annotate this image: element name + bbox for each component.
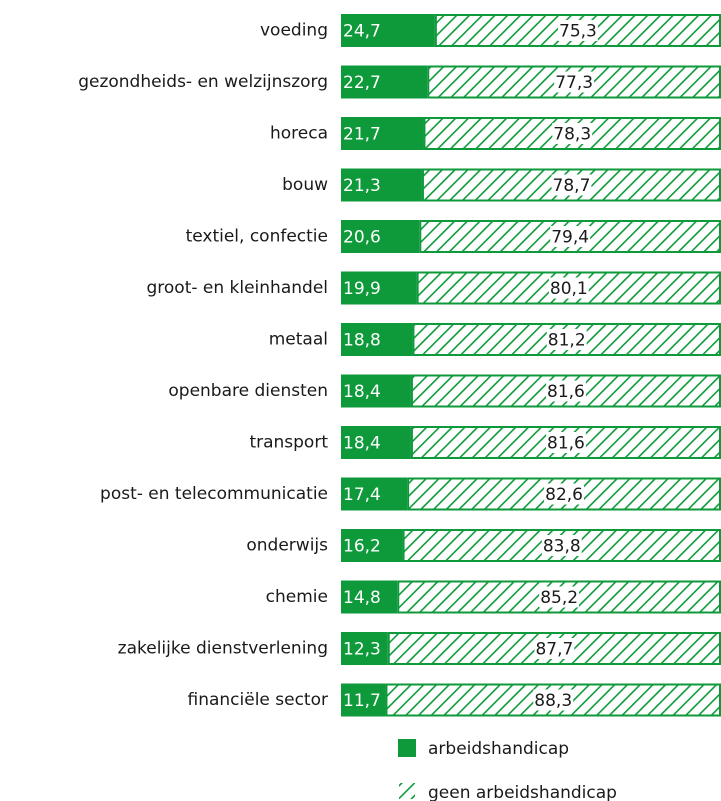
bar-segment <box>341 220 420 253</box>
value-label: 75,3 <box>559 22 597 42</box>
value-label: 78,3 <box>553 125 591 145</box>
label-background <box>533 689 574 711</box>
value-label: 24,7 <box>343 22 381 42</box>
value-label: 19,9 <box>343 279 381 299</box>
category-label: financiële sector <box>187 690 328 710</box>
category-label: gezondheids- en welzijnszorg <box>78 72 328 92</box>
value-label: 16,2 <box>343 537 381 557</box>
category-label: chemie <box>266 587 328 607</box>
value-label: 81,2 <box>548 331 586 351</box>
value-label: 77,3 <box>555 73 593 93</box>
value-label: 82,6 <box>545 485 583 505</box>
bar-segment <box>341 632 388 665</box>
bar-segment <box>341 271 417 305</box>
category-label: bouw <box>282 175 328 195</box>
value-label: 81,6 <box>547 434 585 454</box>
bar-segment <box>341 426 411 459</box>
value-label: 12,3 <box>343 640 381 660</box>
value-label: 22,7 <box>343 73 381 93</box>
label-background <box>550 226 591 247</box>
legend-swatch <box>399 783 415 799</box>
label-background <box>539 586 580 608</box>
bar-segment <box>341 323 413 356</box>
bar-segment <box>341 683 386 717</box>
label-background <box>548 277 589 299</box>
bar-segment <box>341 374 411 408</box>
value-label: 87,7 <box>535 640 573 660</box>
bar-segment <box>341 14 435 47</box>
category-label: textiel, confectie <box>186 227 328 247</box>
value-label: 88,3 <box>534 691 572 711</box>
legend-swatch <box>398 739 416 757</box>
value-label: 80,1 <box>550 279 588 299</box>
bar-segment <box>341 580 398 614</box>
label-background <box>541 535 582 556</box>
value-label: 18,4 <box>343 382 381 402</box>
value-label: 11,7 <box>343 691 381 711</box>
legend-label: geen arbeidshandicap <box>428 783 617 801</box>
label-background <box>544 483 584 505</box>
category-label: post- en telecommunicatie <box>100 484 328 504</box>
value-label: 14,8 <box>343 588 381 608</box>
value-label: 83,8 <box>543 537 581 557</box>
label-background <box>546 329 587 350</box>
value-label: 21,7 <box>343 125 381 145</box>
bar-segment <box>341 477 408 511</box>
label-background <box>546 432 586 453</box>
category-label: horeca <box>270 124 328 144</box>
bar-segment <box>341 65 428 99</box>
value-label: 17,4 <box>343 485 381 505</box>
category-label: metaal <box>269 330 328 350</box>
label-background <box>552 123 593 144</box>
value-label: 18,8 <box>343 331 381 351</box>
label-background <box>534 638 575 659</box>
category-label: voeding <box>260 21 328 41</box>
bar-segment <box>341 117 424 150</box>
value-label: 20,6 <box>343 228 381 248</box>
bar-segment <box>341 168 422 202</box>
value-label: 21,3 <box>343 176 381 196</box>
label-background <box>558 20 598 41</box>
label-background <box>554 71 595 93</box>
legend-label: arbeidshandicap <box>428 739 569 759</box>
label-background <box>551 174 592 196</box>
category-label: onderwijs <box>246 536 328 556</box>
value-label: 18,4 <box>343 434 381 454</box>
label-background <box>546 380 586 402</box>
category-label: groot- en kleinhandel <box>146 278 328 298</box>
value-label: 81,6 <box>547 382 585 402</box>
value-label: 79,4 <box>551 228 589 248</box>
category-label: zakelijke dienstverlening <box>118 639 328 659</box>
value-label: 85,2 <box>540 588 578 608</box>
bar-segment <box>341 529 403 562</box>
category-label: openbare diensten <box>168 381 328 401</box>
category-label: transport <box>249 433 328 453</box>
value-label: 78,7 <box>553 176 591 196</box>
